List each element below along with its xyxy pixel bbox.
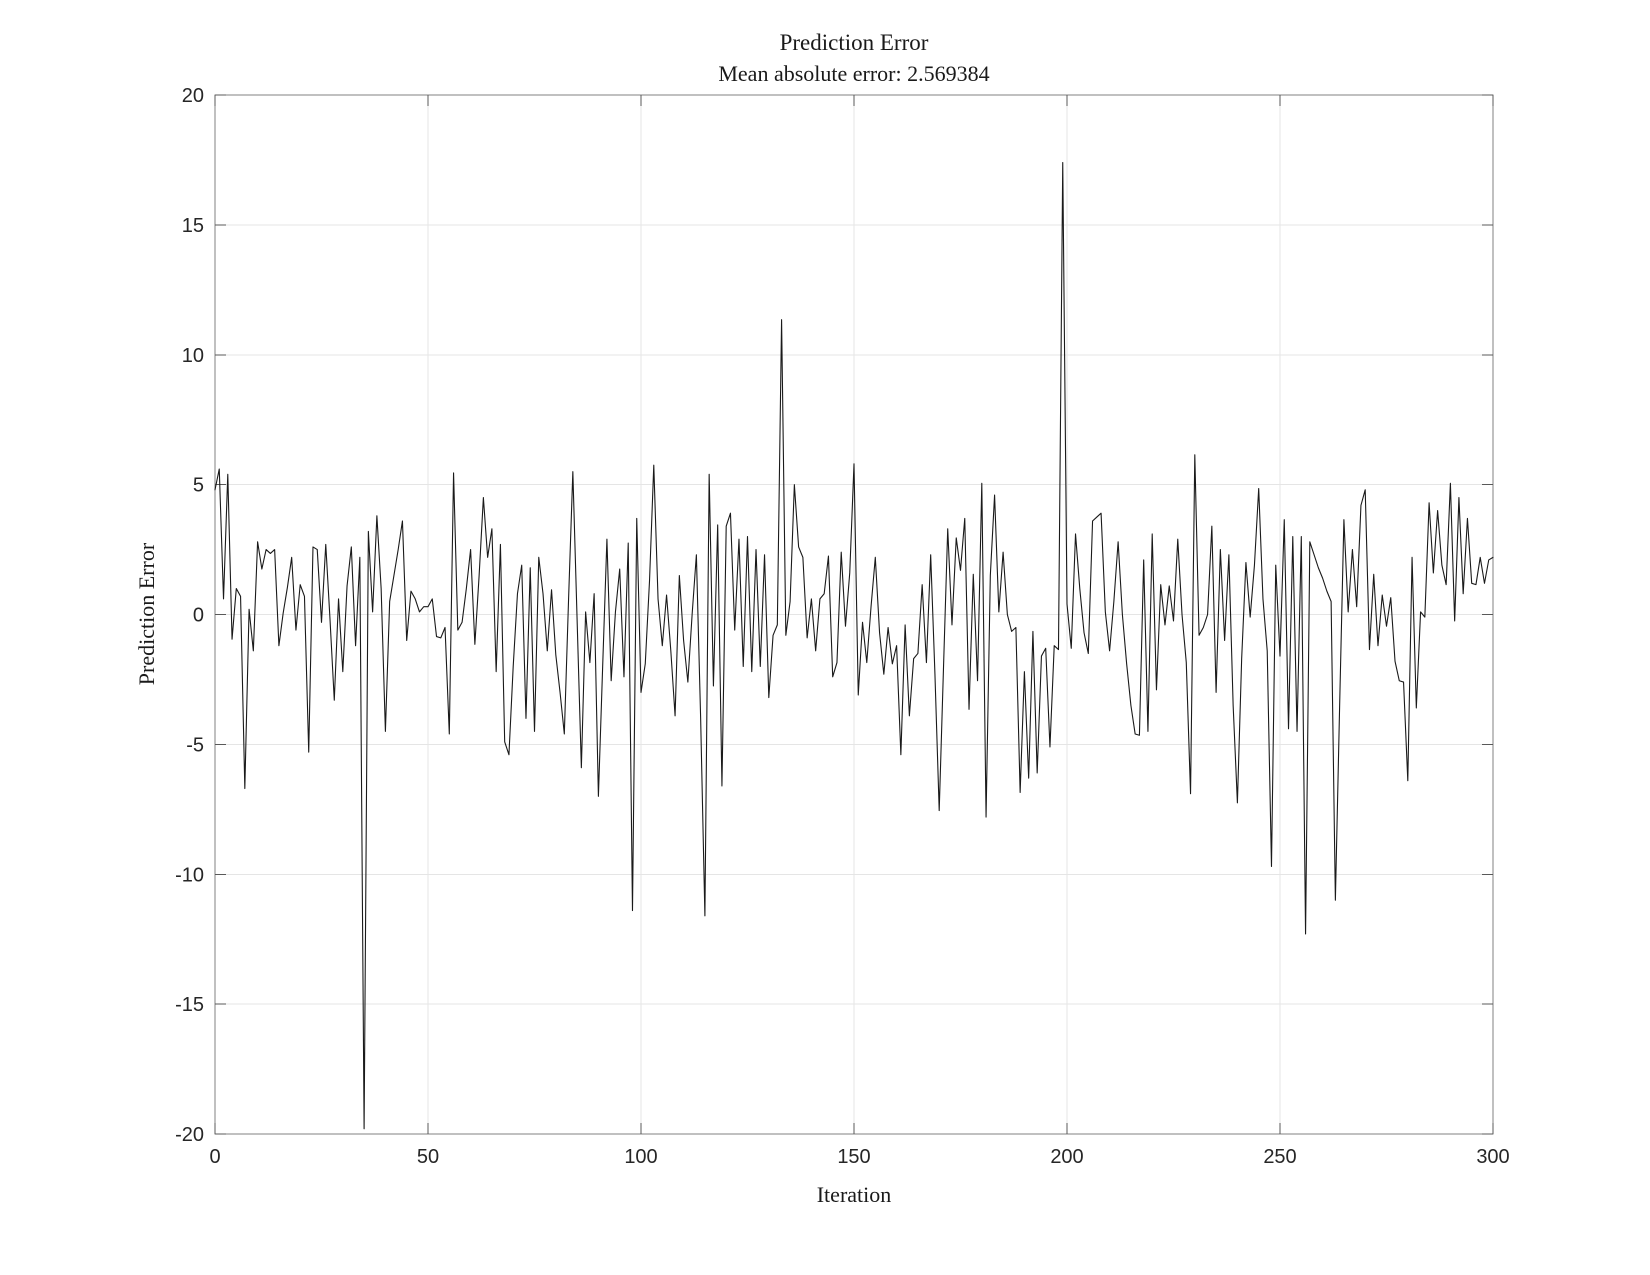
y-tick-label: 10 <box>182 345 204 367</box>
x-tick-label: 200 <box>1050 1146 1083 1168</box>
chart-subtitle: Mean absolute error: 2.569384 <box>718 61 990 86</box>
y-tick-label: -5 <box>186 734 204 756</box>
y-axis-label: Prediction Error <box>134 542 159 686</box>
y-tick-label: -20 <box>175 1124 204 1146</box>
x-tick-label: 150 <box>837 1146 870 1168</box>
y-tick-label: 0 <box>193 605 204 627</box>
x-tick-label: 50 <box>417 1146 439 1168</box>
x-tick-label: 250 <box>1263 1146 1296 1168</box>
chart-title: Prediction Error <box>779 30 929 55</box>
y-tick-label: 5 <box>193 475 204 497</box>
y-tick-label: -15 <box>175 994 204 1016</box>
y-tick-label: 15 <box>182 215 204 237</box>
x-axis-label: Iteration <box>816 1182 892 1207</box>
y-tick-label: 20 <box>182 85 204 107</box>
error-line-series <box>214 161 1494 1130</box>
x-tick-label: 0 <box>209 1146 220 1168</box>
y-tick-label: -10 <box>175 864 204 886</box>
x-tick-label: 300 <box>1476 1146 1509 1168</box>
x-tick-label: 100 <box>624 1146 657 1168</box>
